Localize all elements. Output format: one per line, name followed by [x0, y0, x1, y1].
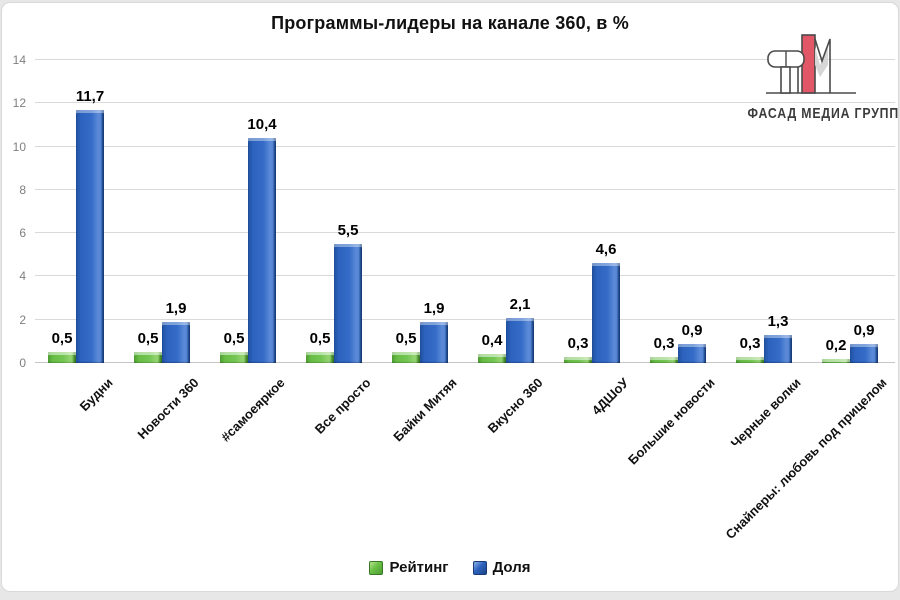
y-axis-tick-label: 2 [19, 312, 26, 327]
bar-group: 0,3 0,9 [637, 60, 723, 363]
y-axis-tick-label: 4 [19, 269, 26, 284]
bar-value-label: 0,3 [653, 334, 675, 352]
gridline [35, 362, 895, 363]
bar-value-label: 0,3 [567, 334, 589, 352]
x-axis-labels: Будни Новости 360 #самоеяркое Все просто Бай… [35, 369, 895, 549]
bar-value-label: 5,5 [337, 221, 359, 239]
logo-text: ФАСАД МЕДИА ГРУПП [747, 105, 900, 122]
bar-value-label: 1,9 [423, 299, 445, 317]
gridline [35, 232, 895, 234]
gridline [35, 59, 895, 60]
bar-value-label: 0,5 [395, 330, 417, 348]
y-axis: 0 2 4 6 8 10 12 14 [4, 53, 30, 370]
rating-bar [736, 356, 764, 363]
share-bar [334, 243, 362, 363]
bar-value-label: 10,4 [247, 115, 277, 133]
share-bar [162, 321, 190, 363]
bar-group: 0,5 5,5 [293, 60, 379, 363]
gridline [35, 145, 895, 147]
y-axis-tick-label: 6 [19, 226, 26, 241]
rating-bar [392, 352, 420, 363]
y-axis-tick-label: 0 [19, 356, 26, 370]
rating-bar [650, 356, 678, 363]
y-axis-tick-label: 12 [12, 96, 26, 111]
bar-value-label: 0,5 [223, 330, 245, 348]
logo: ФАСАД МЕДИА ГРУПП [734, 25, 900, 122]
rating-swatch-icon [369, 560, 384, 575]
bar-value-label: 0,9 [853, 321, 875, 339]
bar-group: 0,5 1,9 [379, 60, 465, 363]
share-bar [764, 334, 792, 363]
rating-bar [822, 358, 850, 363]
bar-group: 0,5 11,7 [35, 60, 121, 363]
plot-area: 0,5 11,7 0,5 1,9 0,5 10,4 0,5 5,5 0,5 1,9 0,4 2,1 0,… [35, 59, 895, 363]
fasad-media-logo-icon [766, 34, 856, 94]
rating-bar [564, 356, 592, 363]
bar-value-label: 0,4 [481, 332, 503, 350]
rating-bar [48, 352, 76, 363]
bar-value-label: 0,2 [825, 336, 847, 354]
bar-value-label: 0,5 [309, 330, 331, 348]
bar-value-label: 0,3 [739, 334, 761, 352]
bar-value-label: 4,6 [595, 241, 617, 259]
bar-group: 0,4 2,1 [465, 60, 551, 363]
bar-value-label: 1,9 [165, 299, 187, 317]
share-bar [420, 321, 448, 363]
rating-bar [134, 352, 162, 363]
rating-bar [478, 354, 506, 363]
rating-bar [220, 352, 248, 363]
legend-item-share: Доля [472, 559, 531, 576]
bar-group: 0,3 4,6 [551, 60, 637, 363]
y-axis-tick-label: 10 [12, 139, 26, 154]
share-bar [76, 109, 104, 363]
bar-group: 0,5 1,9 [121, 60, 207, 363]
share-bar [850, 343, 878, 363]
bar-value-label: 0,5 [51, 330, 73, 348]
gridline [35, 275, 895, 277]
bar-value-label: 11,7 [75, 87, 105, 105]
bar-value-label: 1,3 [767, 312, 789, 330]
y-axis-tick-label: 14 [12, 53, 26, 67]
chart-title: Программы-лидеры на канале 360, в % [271, 13, 629, 33]
bar-group: 0,5 10,4 [207, 60, 293, 363]
legend: Рейтинг Доля [2, 559, 898, 576]
gridline [35, 188, 895, 190]
share-swatch-icon [472, 560, 487, 575]
share-bar [248, 137, 276, 363]
gridline [35, 102, 895, 104]
rating-bar [306, 352, 334, 363]
share-bar [678, 343, 706, 363]
bar-value-label: 0,9 [681, 321, 703, 339]
y-axis-tick-label: 8 [19, 182, 26, 197]
legend-item-rating: Рейтинг [369, 559, 449, 576]
bar-value-label: 2,1 [509, 295, 531, 313]
bar-group: 0,2 0,9 [809, 60, 895, 363]
bar-group: 0,3 1,3 [723, 60, 809, 363]
legend-label-share: Доля [492, 559, 531, 576]
share-bar [506, 317, 534, 363]
bar-value-label: 0,5 [137, 330, 159, 348]
share-bar [592, 263, 620, 363]
gridline [35, 318, 895, 320]
legend-label-rating: Рейтинг [389, 559, 449, 576]
